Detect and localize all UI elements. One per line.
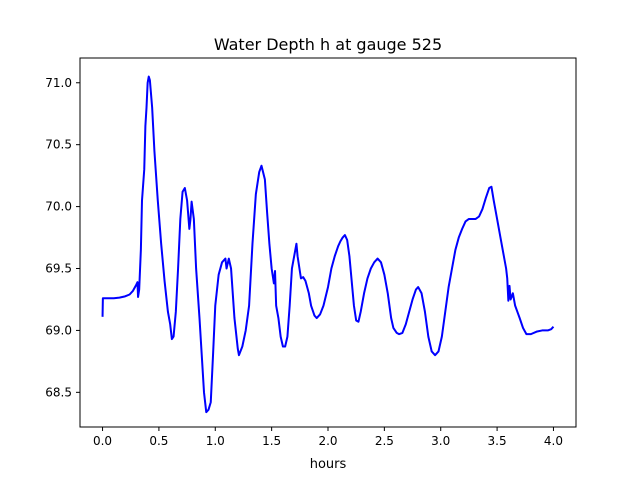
y-tick-label: 70.0: [45, 200, 72, 214]
y-axis: 68.5 69.0 69.5 70.0 70.5 71.0: [45, 76, 80, 399]
chart-title: Water Depth h at gauge 525: [214, 35, 442, 54]
x-tick-label: 3.0: [431, 434, 450, 448]
series-line: [101, 75, 555, 414]
x-tick-label: 4.0: [544, 434, 563, 448]
y-tick-label: 71.0: [45, 76, 72, 90]
x-axis-label: hours: [310, 457, 347, 472]
x-tick-label: 3.5: [488, 434, 507, 448]
x-tick-label: 2.5: [375, 434, 394, 448]
x-tick-label: 2.0: [318, 434, 337, 448]
y-tick-label: 70.5: [45, 138, 72, 152]
x-tick-label: 1.5: [262, 434, 281, 448]
y-tick-label: 69.0: [45, 323, 72, 337]
x-tick-label: 0.0: [93, 434, 112, 448]
x-axis: 0.0 0.5 1.0 1.5 2.0 2.5 3.0 3.5 4.0: [93, 427, 563, 448]
x-tick-label: 1.0: [206, 434, 225, 448]
x-tick-label: 0.5: [149, 434, 168, 448]
y-tick-label: 69.5: [45, 262, 72, 276]
y-tick-label: 68.5: [45, 385, 72, 399]
